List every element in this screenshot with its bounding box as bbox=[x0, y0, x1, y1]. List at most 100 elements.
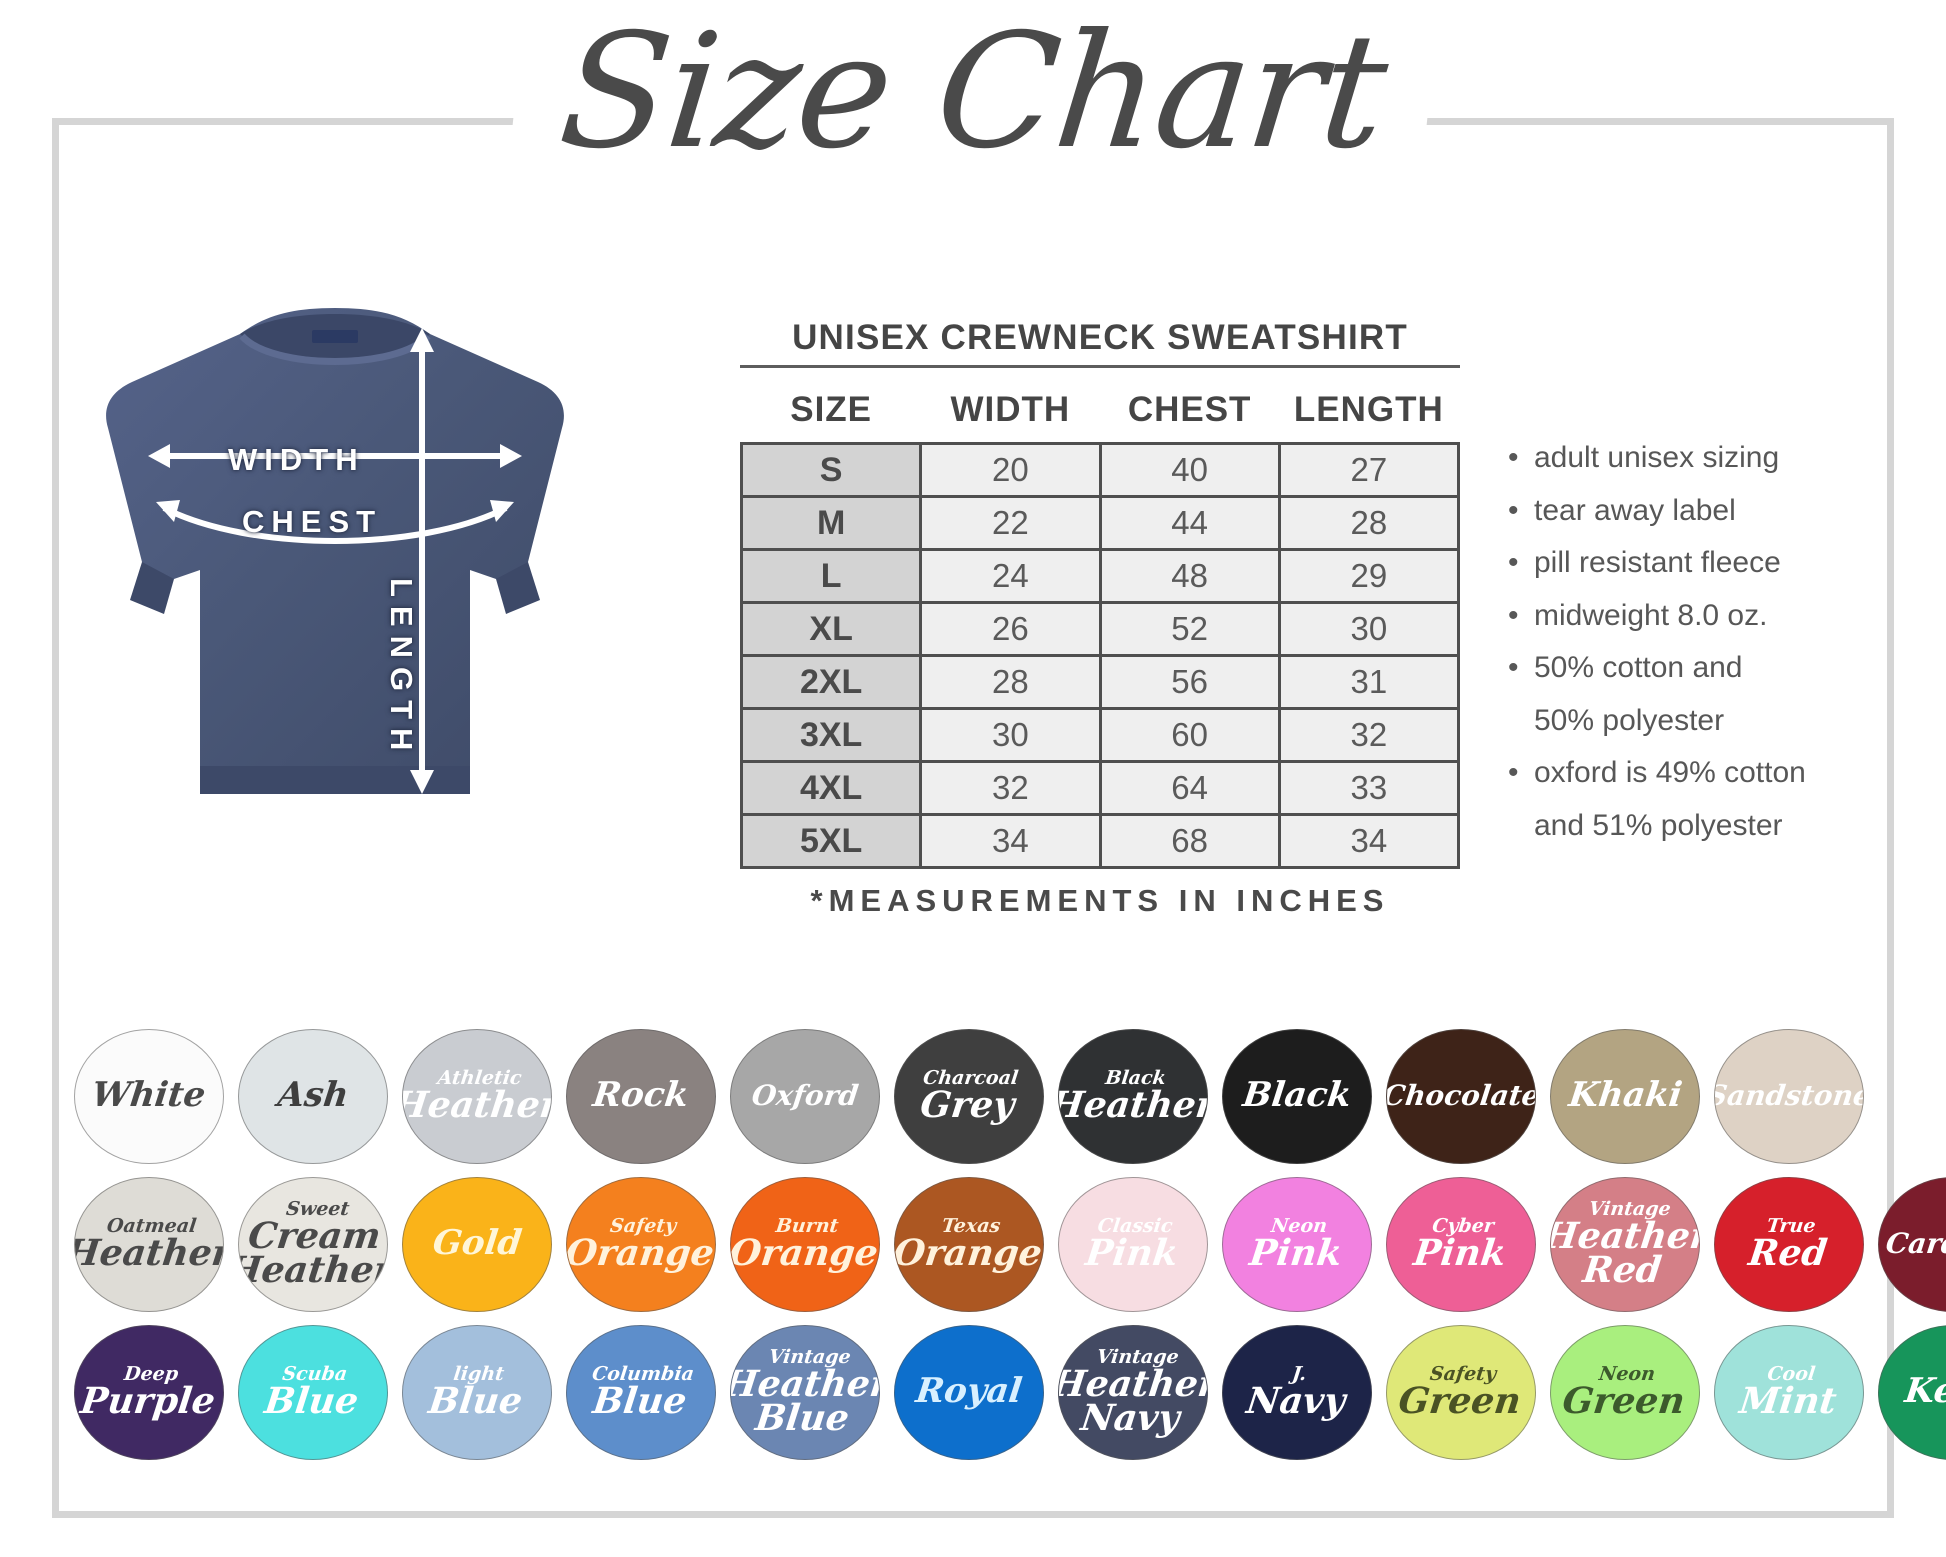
color-swatch-scuba-blue[interactable]: Scuba Blue bbox=[238, 1324, 388, 1460]
cell-chest: 48 bbox=[1098, 548, 1281, 604]
color-swatch-royal[interactable]: Royal bbox=[894, 1324, 1044, 1460]
feature-item: midweight 8.0 oz. bbox=[1508, 590, 1878, 643]
color-swatch-columbia-blue[interactable]: Columbia Blue bbox=[566, 1324, 716, 1460]
color-swatch-oxford[interactable]: Oxford bbox=[730, 1028, 880, 1164]
cell-size: 3XL bbox=[739, 707, 923, 763]
color-swatch-texas-orange[interactable]: Texas Orange bbox=[894, 1176, 1044, 1312]
swatch-label: Burnt Orange bbox=[731, 1215, 879, 1274]
cell-chest: 52 bbox=[1098, 601, 1281, 657]
cell-chest: 40 bbox=[1098, 442, 1281, 498]
color-swatch-cyber-pink[interactable]: Cyber Pink bbox=[1386, 1176, 1536, 1312]
column-header-chest: CHEST bbox=[1127, 390, 1252, 429]
swatch-label: White bbox=[90, 1075, 209, 1116]
swatch-label-bottom: Heather Navy bbox=[1058, 1362, 1208, 1439]
table-row: 2XL 28 56 31 bbox=[739, 654, 1461, 710]
swatch-label: True Red bbox=[1741, 1215, 1837, 1274]
color-swatch-khaki[interactable]: Khaki bbox=[1550, 1028, 1700, 1164]
swatch-label-bottom: Pink bbox=[1083, 1231, 1181, 1274]
cell-size: S bbox=[739, 442, 923, 498]
swatch-label: light Blue bbox=[421, 1363, 533, 1422]
length-label: LENGTH bbox=[384, 578, 419, 760]
cell-width: 34 bbox=[919, 813, 1102, 869]
size-table-body: S 20 40 27 M 22 44 28 L 24 48 29 XL 26 52 30 2XL 28 56 31 3X… bbox=[739, 442, 1461, 869]
shirt-cuff-right bbox=[496, 562, 540, 614]
color-swatch-chocolate[interactable]: Chocolate bbox=[1386, 1028, 1536, 1164]
swatch-label: Neon Pink bbox=[1242, 1215, 1352, 1274]
table-row: 5XL 34 68 34 bbox=[739, 813, 1461, 869]
color-swatch-black-heather[interactable]: Black Heather bbox=[1058, 1028, 1208, 1164]
swatch-label-bottom: Blue bbox=[426, 1379, 526, 1422]
color-swatch-classic-pink[interactable]: Classic Pink bbox=[1058, 1176, 1208, 1312]
swatch-label: Oatmeal Heather bbox=[74, 1215, 224, 1274]
swatch-label-bottom: Cream Heather bbox=[238, 1214, 388, 1291]
cell-length: 30 bbox=[1277, 601, 1461, 657]
color-swatch-grid: White Ash Athletic Heather Rock Oxford Charcoa… bbox=[74, 1022, 1946, 1466]
cell-length: 34 bbox=[1277, 813, 1461, 869]
color-swatch-vintage-heather-navy[interactable]: Vintage Heather Navy bbox=[1058, 1324, 1208, 1460]
color-swatch-vintage-heather-blue[interactable]: Vintage Heather Blue bbox=[730, 1324, 880, 1460]
length-arrow bbox=[410, 328, 434, 794]
swatch-label-bottom: Orange bbox=[566, 1231, 716, 1274]
color-swatch-j-navy[interactable]: J. Navy bbox=[1222, 1324, 1372, 1460]
swatch-label-bottom: Mint bbox=[1737, 1379, 1839, 1422]
color-swatch-sweet-cream-heather[interactable]: Sweet Cream Heather bbox=[238, 1176, 388, 1312]
color-swatch-light-blue[interactable]: light Blue bbox=[402, 1324, 552, 1460]
size-table-head: SIZE WIDTH CHEST LENGTH bbox=[742, 386, 1459, 444]
color-swatch-kelly[interactable]: Kelly bbox=[1878, 1324, 1946, 1460]
swatch-label: Black bbox=[1240, 1075, 1354, 1116]
cell-size: XL bbox=[739, 601, 923, 657]
color-swatch-cool-mint[interactable]: Cool Mint bbox=[1714, 1324, 1864, 1460]
color-swatch-neon-green[interactable]: Neon Green bbox=[1550, 1324, 1700, 1460]
color-swatch-deep-purple[interactable]: Deep Purple bbox=[74, 1324, 224, 1460]
swatch-label-bottom: Grey bbox=[918, 1083, 1018, 1126]
color-swatch-neon-pink[interactable]: Neon Pink bbox=[1222, 1176, 1372, 1312]
cell-length: 31 bbox=[1277, 654, 1461, 710]
color-swatch-safety-green[interactable]: Safety Green bbox=[1386, 1324, 1536, 1460]
cell-chest: 44 bbox=[1098, 495, 1281, 551]
shirt-cuff-left bbox=[130, 562, 174, 614]
swatch-label-bottom: Heather bbox=[74, 1231, 224, 1274]
color-swatch-oatmeal-heather[interactable]: Oatmeal Heather bbox=[74, 1176, 224, 1312]
swatch-label-bottom: Heather bbox=[402, 1083, 552, 1126]
color-swatch-vintage-heather-red[interactable]: Vintage Heather Red bbox=[1550, 1176, 1700, 1312]
color-swatch-charcoal-grey[interactable]: Charcoal Grey bbox=[894, 1028, 1044, 1164]
color-swatch-safety-orange[interactable]: Safety Orange bbox=[566, 1176, 716, 1312]
swatch-label-bottom: Purple bbox=[78, 1379, 218, 1422]
swatch-label: Chocolate bbox=[1386, 1078, 1536, 1112]
swatch-label-bottom: Heather Blue bbox=[730, 1362, 880, 1439]
table-row: L 24 48 29 bbox=[739, 548, 1461, 604]
table-row: M 22 44 28 bbox=[739, 495, 1461, 551]
swatch-label: Safety Orange bbox=[566, 1215, 716, 1274]
color-swatch-rock[interactable]: Rock bbox=[566, 1028, 716, 1164]
cell-width: 32 bbox=[919, 760, 1102, 816]
color-swatch-ash[interactable]: Ash bbox=[238, 1028, 388, 1164]
swatch-label: Rock bbox=[591, 1075, 692, 1116]
swatch-label: Vintage Heather Red bbox=[1551, 1198, 1699, 1291]
color-swatch-true-red[interactable]: True Red bbox=[1714, 1176, 1864, 1312]
cell-width: 20 bbox=[919, 442, 1102, 498]
color-swatch-black[interactable]: Black bbox=[1222, 1028, 1372, 1164]
feature-item: tear away label bbox=[1508, 485, 1878, 538]
color-swatch-sandstone[interactable]: Sandstone bbox=[1714, 1028, 1864, 1164]
swatch-label: Charcoal Grey bbox=[912, 1067, 1025, 1126]
swatch-label: Khaki bbox=[1566, 1075, 1684, 1116]
page-title: Size Chart bbox=[507, 0, 1439, 184]
color-swatch-white[interactable]: White bbox=[74, 1028, 224, 1164]
swatch-label: Sweet Cream Heather bbox=[238, 1198, 388, 1291]
cell-width: 22 bbox=[919, 495, 1102, 551]
swatch-row: Deep Purple Scuba Blue light Blue Columbia Blue… bbox=[74, 1318, 1946, 1466]
width-label: WIDTH bbox=[228, 442, 365, 477]
column-header-size: SIZE bbox=[790, 390, 873, 429]
swatch-label: Kelly bbox=[1902, 1371, 1946, 1412]
color-swatch-gold[interactable]: Gold bbox=[402, 1176, 552, 1312]
swatch-label: Deep Purple bbox=[75, 1363, 223, 1422]
brand-tag bbox=[312, 330, 358, 343]
color-swatch-athletic-heather[interactable]: Athletic Heather bbox=[402, 1028, 552, 1164]
color-swatch-cardinal[interactable]: Cardinal bbox=[1878, 1176, 1946, 1312]
color-swatch-burnt-orange[interactable]: Burnt Orange bbox=[730, 1176, 880, 1312]
chest-arrow-heads bbox=[156, 500, 514, 522]
size-table-heading: UNISEX CREWNECK SWEATSHIRT bbox=[740, 318, 1460, 368]
feature-item: and 51% polyester bbox=[1534, 808, 1783, 842]
swatch-label-bottom: Orange bbox=[894, 1231, 1044, 1274]
swatch-label: Safety Green bbox=[1391, 1363, 1531, 1422]
